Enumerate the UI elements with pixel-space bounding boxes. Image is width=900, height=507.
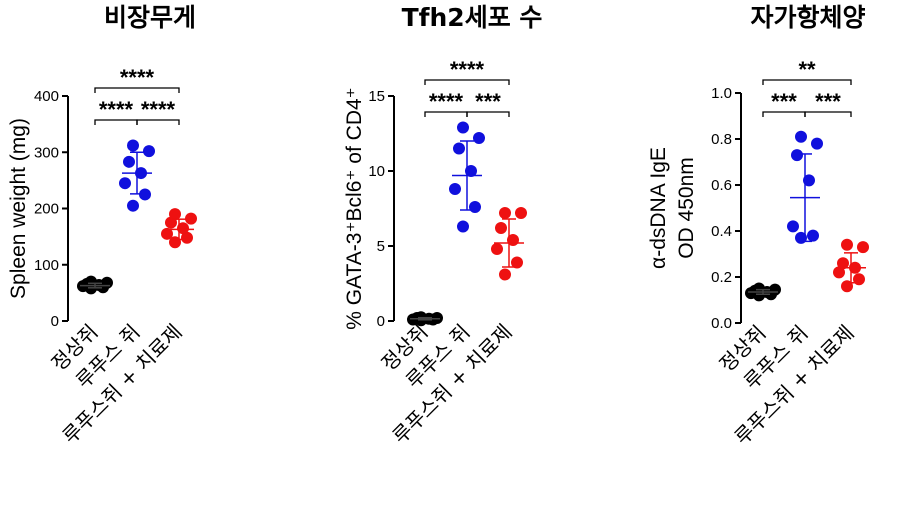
- data-point: [787, 220, 799, 233]
- data-point: [499, 268, 511, 281]
- data-point: [807, 229, 819, 242]
- data-point: [791, 149, 803, 162]
- y-tick-label: 100: [34, 257, 59, 274]
- y-tick-label: 200: [34, 201, 59, 218]
- y-tick-label: 15: [368, 88, 385, 105]
- data-point: [515, 207, 527, 219]
- significance-label: ****: [99, 97, 134, 122]
- significance-bracket: [804, 111, 852, 117]
- data-point: [465, 165, 477, 177]
- y-tick-label: 0.8: [711, 131, 732, 148]
- significance-label: ***: [771, 89, 797, 114]
- data-point: [469, 201, 481, 213]
- data-point: [161, 227, 173, 240]
- y-tick-label: 10: [368, 163, 385, 180]
- data-point: [769, 283, 781, 296]
- significance-bracket: [762, 79, 852, 85]
- y-axis-label: Spleen weight (mg): [7, 118, 30, 299]
- data-point: [127, 139, 139, 152]
- y-axis-label: % GATA-3⁺Bcl6⁺ of CD4⁺: [343, 87, 366, 330]
- y-tick-label: 0.0: [711, 315, 732, 332]
- data-point: [837, 257, 849, 270]
- significance-label: ****: [450, 57, 485, 82]
- y-tick-label: 0.6: [711, 177, 732, 194]
- y-tick-label: 300: [34, 144, 59, 161]
- significance-label: **: [798, 57, 816, 82]
- y-tick-label: 400: [34, 88, 59, 105]
- y-axis-label: α-dsDNA IgE: [647, 147, 670, 269]
- y-tick-label: 0.2: [711, 269, 732, 286]
- significance-bracket: [94, 87, 180, 93]
- data-point: [495, 222, 507, 234]
- data-point: [449, 183, 461, 195]
- data-point: [123, 155, 135, 168]
- data-point: [119, 177, 131, 190]
- panel-3-title: 자가항체양: [750, 3, 865, 32]
- y-tick-label: 5: [377, 238, 385, 255]
- significance-label: ****: [120, 65, 155, 90]
- significance-bracket: [466, 111, 510, 117]
- data-point: [803, 174, 815, 187]
- y-tick-label: 1.0: [711, 85, 732, 102]
- data-point: [795, 130, 807, 143]
- data-point: [811, 137, 823, 150]
- data-point: [169, 208, 181, 221]
- y-axis-label: OD 450nm: [675, 157, 698, 259]
- significance-label: ****: [429, 89, 464, 114]
- data-point: [181, 231, 193, 244]
- data-point: [833, 266, 845, 279]
- data-point: [177, 222, 189, 235]
- significance-label: ***: [815, 89, 841, 114]
- significance-bracket: [424, 79, 510, 85]
- panel-2-title: Tfh2세포 수: [402, 3, 543, 32]
- data-point: [139, 188, 151, 201]
- panel-1-title: 비장무게: [104, 3, 196, 32]
- panel-3-autoantibody: 0.00.20.40.60.81.0α-dsDNA IgE OD 450nm***…: [647, 57, 869, 449]
- data-point: [453, 142, 465, 155]
- data-point: [457, 121, 469, 134]
- significance-label: ***: [475, 89, 501, 114]
- y-tick-label: 0: [51, 313, 59, 330]
- significance-label: ****: [141, 97, 176, 122]
- data-point: [511, 256, 523, 269]
- data-point: [499, 207, 511, 219]
- data-point: [101, 276, 113, 289]
- y-tick-label: 0.4: [711, 223, 732, 240]
- data-point: [473, 132, 485, 144]
- data-point: [185, 212, 197, 225]
- data-point: [857, 241, 869, 254]
- y-tick-label: 0: [377, 313, 385, 330]
- data-point: [143, 145, 155, 158]
- data-point: [841, 238, 853, 251]
- significance-bracket: [136, 119, 180, 125]
- data-point: [457, 220, 469, 233]
- data-point: [85, 275, 97, 288]
- data-point: [491, 243, 503, 255]
- data-point: [127, 199, 139, 212]
